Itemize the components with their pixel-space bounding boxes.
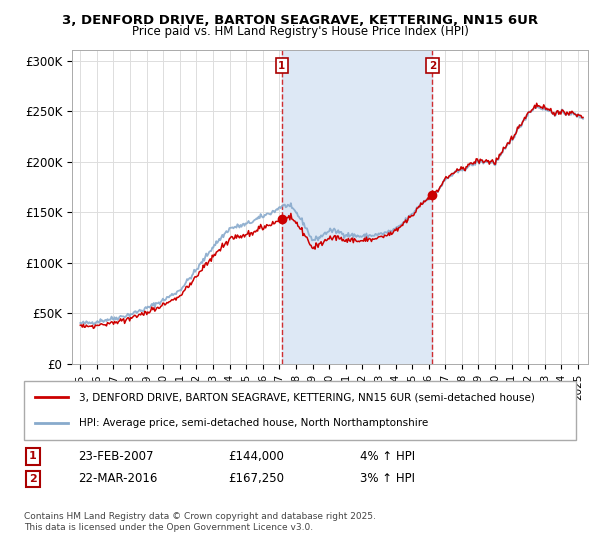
Text: 3, DENFORD DRIVE, BARTON SEAGRAVE, KETTERING, NN15 6UR: 3, DENFORD DRIVE, BARTON SEAGRAVE, KETTE…: [62, 14, 538, 27]
Text: 1: 1: [278, 60, 286, 71]
Text: 23-FEB-2007: 23-FEB-2007: [78, 450, 154, 463]
Text: 3% ↑ HPI: 3% ↑ HPI: [360, 472, 415, 486]
Text: 2: 2: [29, 474, 37, 484]
Text: HPI: Average price, semi-detached house, North Northamptonshire: HPI: Average price, semi-detached house,…: [79, 418, 428, 428]
Text: £144,000: £144,000: [228, 450, 284, 463]
Text: Price paid vs. HM Land Registry's House Price Index (HPI): Price paid vs. HM Land Registry's House …: [131, 25, 469, 38]
Bar: [282, 50, 433, 364]
Text: 1: 1: [29, 451, 37, 461]
Text: 3, DENFORD DRIVE, BARTON SEAGRAVE, KETTERING, NN15 6UR (semi-detached house): 3, DENFORD DRIVE, BARTON SEAGRAVE, KETTE…: [79, 392, 535, 402]
Text: 4% ↑ HPI: 4% ↑ HPI: [360, 450, 415, 463]
Text: 22-MAR-2016: 22-MAR-2016: [78, 472, 157, 486]
Text: Contains HM Land Registry data © Crown copyright and database right 2025.
This d: Contains HM Land Registry data © Crown c…: [24, 512, 376, 532]
Text: £167,250: £167,250: [228, 472, 284, 486]
FancyBboxPatch shape: [24, 381, 576, 440]
Text: 2: 2: [429, 60, 436, 71]
